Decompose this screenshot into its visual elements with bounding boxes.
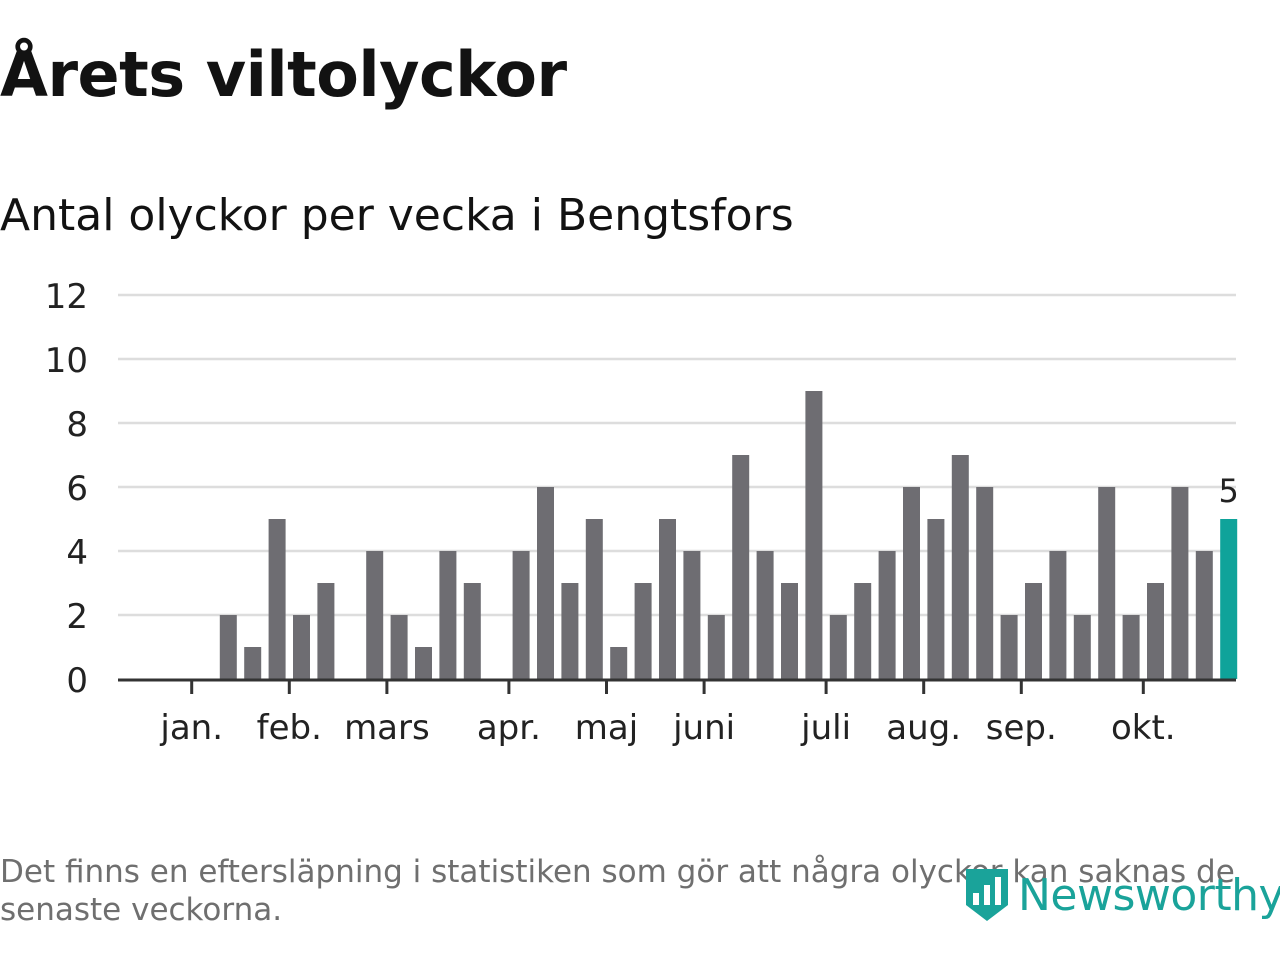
bar-week-40 bbox=[1122, 615, 1140, 679]
bar-week-31 bbox=[903, 487, 920, 679]
x-tick-label-feb.: feb. bbox=[257, 708, 322, 748]
bar-week-44 bbox=[1220, 519, 1238, 679]
x-axis: jan. feb. mars apr. maj juni juli aug. sep. okt. bbox=[118, 678, 1236, 748]
bar-week-29 bbox=[854, 583, 872, 679]
bar-week-27 bbox=[805, 391, 823, 679]
bar-week-20 bbox=[634, 583, 652, 679]
chart-subtitle: Antal olyckor per vecka i Bengtsfors bbox=[0, 190, 794, 241]
x-tick-label-aug.: aug. bbox=[886, 708, 961, 748]
bar-week-22 bbox=[683, 551, 701, 679]
bar-week-41 bbox=[1147, 583, 1164, 679]
x-tick-label-juni: juni bbox=[672, 708, 735, 748]
bar-week-21 bbox=[659, 519, 676, 679]
gridlines bbox=[118, 293, 1236, 617]
x-tick-label-juli: juli bbox=[800, 708, 851, 748]
bar-week-12 bbox=[439, 551, 457, 679]
bar-week-19 bbox=[610, 647, 628, 679]
bar-week-18 bbox=[585, 519, 603, 679]
bar-week-38 bbox=[1073, 615, 1091, 679]
bar-week-30 bbox=[878, 551, 896, 679]
y-tick-label-10: 10 bbox=[45, 341, 88, 381]
x-tick-label-maj: maj bbox=[575, 708, 638, 748]
bar-week-25 bbox=[756, 551, 774, 679]
bars bbox=[219, 391, 1238, 679]
bar-week-26 bbox=[781, 583, 798, 679]
brand-name: Newsworthy bbox=[1018, 869, 1280, 921]
bar-week-43 bbox=[1195, 551, 1213, 679]
x-tick-label-okt.: okt. bbox=[1111, 708, 1176, 748]
bar-week-34 bbox=[976, 487, 994, 679]
x-tick-label-sep.: sep. bbox=[986, 708, 1057, 748]
bar-week-32 bbox=[927, 519, 945, 679]
x-tick-label-jan.: jan. bbox=[159, 708, 223, 748]
bar-week-11 bbox=[415, 647, 432, 679]
bar-week-9 bbox=[366, 551, 384, 679]
bar-week-28 bbox=[829, 615, 847, 679]
y-tick-label-2: 2 bbox=[66, 597, 88, 637]
bar-week-42 bbox=[1171, 487, 1189, 679]
bar-week-10 bbox=[390, 615, 408, 679]
bar-week-37 bbox=[1049, 551, 1067, 679]
bar-week-13 bbox=[463, 583, 481, 679]
bar-week-39 bbox=[1098, 487, 1116, 679]
highlight-value-label: 5 bbox=[1219, 472, 1239, 510]
y-axis-ticks: 0 2 4 6 8 10 12 bbox=[45, 277, 88, 701]
bar-chart: 0 2 4 6 8 10 12 jan. feb. mars apr. maj juni juli aug… bbox=[45, 277, 1239, 748]
y-tick-label-0: 0 bbox=[66, 661, 88, 701]
bar-week-33 bbox=[951, 455, 969, 679]
x-tick-label-mars: mars bbox=[344, 708, 430, 748]
y-tick-label-4: 4 bbox=[66, 533, 88, 573]
bar-week-3 bbox=[219, 615, 237, 679]
bar-week-23 bbox=[707, 615, 725, 679]
bar-week-24 bbox=[732, 455, 750, 679]
footnote: Det finns en eftersläpning i statistiken… bbox=[0, 854, 1235, 928]
y-tick-label-8: 8 bbox=[66, 405, 88, 445]
bar-week-15 bbox=[512, 551, 530, 679]
bar-week-17 bbox=[561, 583, 579, 679]
bar-week-4 bbox=[244, 647, 262, 679]
y-tick-label-12: 12 bbox=[45, 277, 88, 317]
x-tick-label-apr.: apr. bbox=[477, 708, 541, 748]
bar-week-6 bbox=[293, 615, 310, 679]
chart-title: Årets viltolyckor bbox=[0, 38, 567, 111]
data-labels: 5 bbox=[1219, 472, 1239, 510]
bar-week-36 bbox=[1025, 583, 1042, 679]
newsworthy-logo-icon bbox=[966, 869, 1008, 921]
bar-week-7 bbox=[317, 583, 335, 679]
y-tick-label-6: 6 bbox=[66, 469, 88, 509]
bar-week-16 bbox=[537, 487, 554, 679]
brand-logo: Newsworthy bbox=[962, 862, 1280, 928]
bar-week-35 bbox=[1000, 615, 1018, 679]
bar-week-5 bbox=[268, 519, 286, 679]
